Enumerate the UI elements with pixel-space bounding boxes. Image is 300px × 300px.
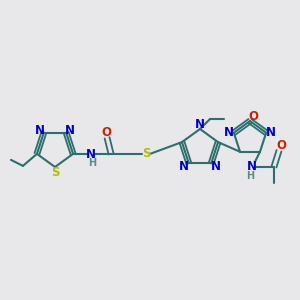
- Text: N: N: [179, 160, 189, 173]
- Text: N: N: [224, 126, 234, 139]
- Text: N: N: [195, 118, 205, 131]
- Text: O: O: [248, 110, 258, 122]
- Text: H: H: [88, 158, 96, 168]
- Text: N: N: [266, 126, 276, 139]
- Text: N: N: [35, 124, 45, 137]
- Text: H: H: [246, 171, 254, 181]
- Text: N: N: [247, 160, 257, 173]
- Text: N: N: [211, 160, 221, 173]
- Text: S: S: [142, 147, 150, 161]
- Text: O: O: [101, 126, 111, 140]
- Text: N: N: [86, 148, 96, 161]
- Text: N: N: [65, 124, 75, 137]
- Text: O: O: [276, 139, 286, 152]
- Text: S: S: [51, 166, 59, 178]
